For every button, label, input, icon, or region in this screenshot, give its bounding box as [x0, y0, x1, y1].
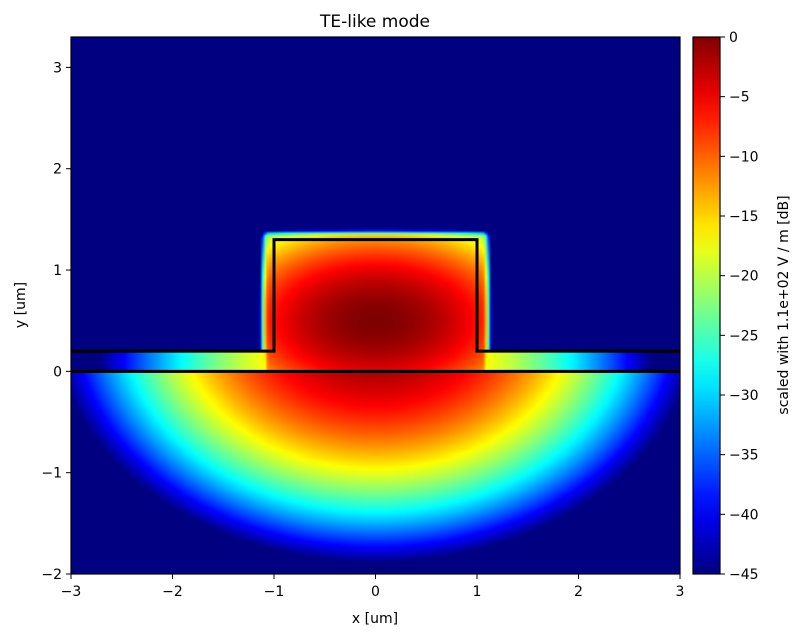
field-heatmap [71, 37, 680, 574]
y-axis-label: y [um] [13, 282, 29, 328]
colorbar-tick-label: −30 [729, 388, 759, 404]
x-tick-label: −2 [162, 584, 183, 600]
colorbar-tick-label: −5 [729, 90, 750, 106]
colorbar-tick-label: −20 [729, 269, 759, 285]
y-tick-label: 0 [53, 364, 62, 380]
colorbar-ticks: 0 −5 −10 −15 −20 −25 −30 −35 −40 −45 [720, 30, 759, 583]
y-tick-label: 1 [53, 263, 62, 279]
colorbar-fill [693, 37, 720, 574]
y-tick-label: −1 [41, 466, 62, 482]
colorbar-tick-label: −10 [729, 149, 759, 165]
colorbar-frame [692, 36, 721, 575]
chart-title: TE-like mode [319, 12, 430, 32]
colorbar-tick-label: −15 [729, 209, 759, 225]
colorbar-tick-label: −35 [729, 448, 759, 464]
ridge-waveguide-outline [71, 238, 680, 353]
x-tick-label: −1 [264, 584, 285, 600]
x-tick-label: 2 [574, 584, 583, 600]
colorbar: 0 −5 −10 −15 −20 −25 −30 −35 −40 −45 scaled with … [692, 30, 792, 583]
y-tick-label: 3 [53, 60, 62, 76]
colorbar-label: scaled with 1.1e+02 V / m [dB] [776, 195, 792, 414]
x-axis-label: x [um] [352, 611, 398, 627]
colorbar-tick-label: −25 [729, 328, 759, 344]
x-tick-label: 3 [676, 584, 685, 600]
y-tick-label: 2 [53, 162, 62, 178]
colorbar-tick-label: −45 [729, 567, 759, 583]
y-axis-ticks: −2 −1 0 1 2 3 [41, 60, 71, 583]
x-tick-label: −3 [61, 584, 82, 600]
y-tick-label: −2 [41, 567, 62, 583]
x-axis-ticks: −3 −2 −1 0 1 2 3 [61, 574, 685, 600]
x-tick-label: 0 [371, 584, 380, 600]
colorbar-tick-label: 0 [729, 30, 738, 46]
x-tick-label: 1 [473, 584, 482, 600]
colorbar-tick-label: −40 [729, 507, 759, 523]
